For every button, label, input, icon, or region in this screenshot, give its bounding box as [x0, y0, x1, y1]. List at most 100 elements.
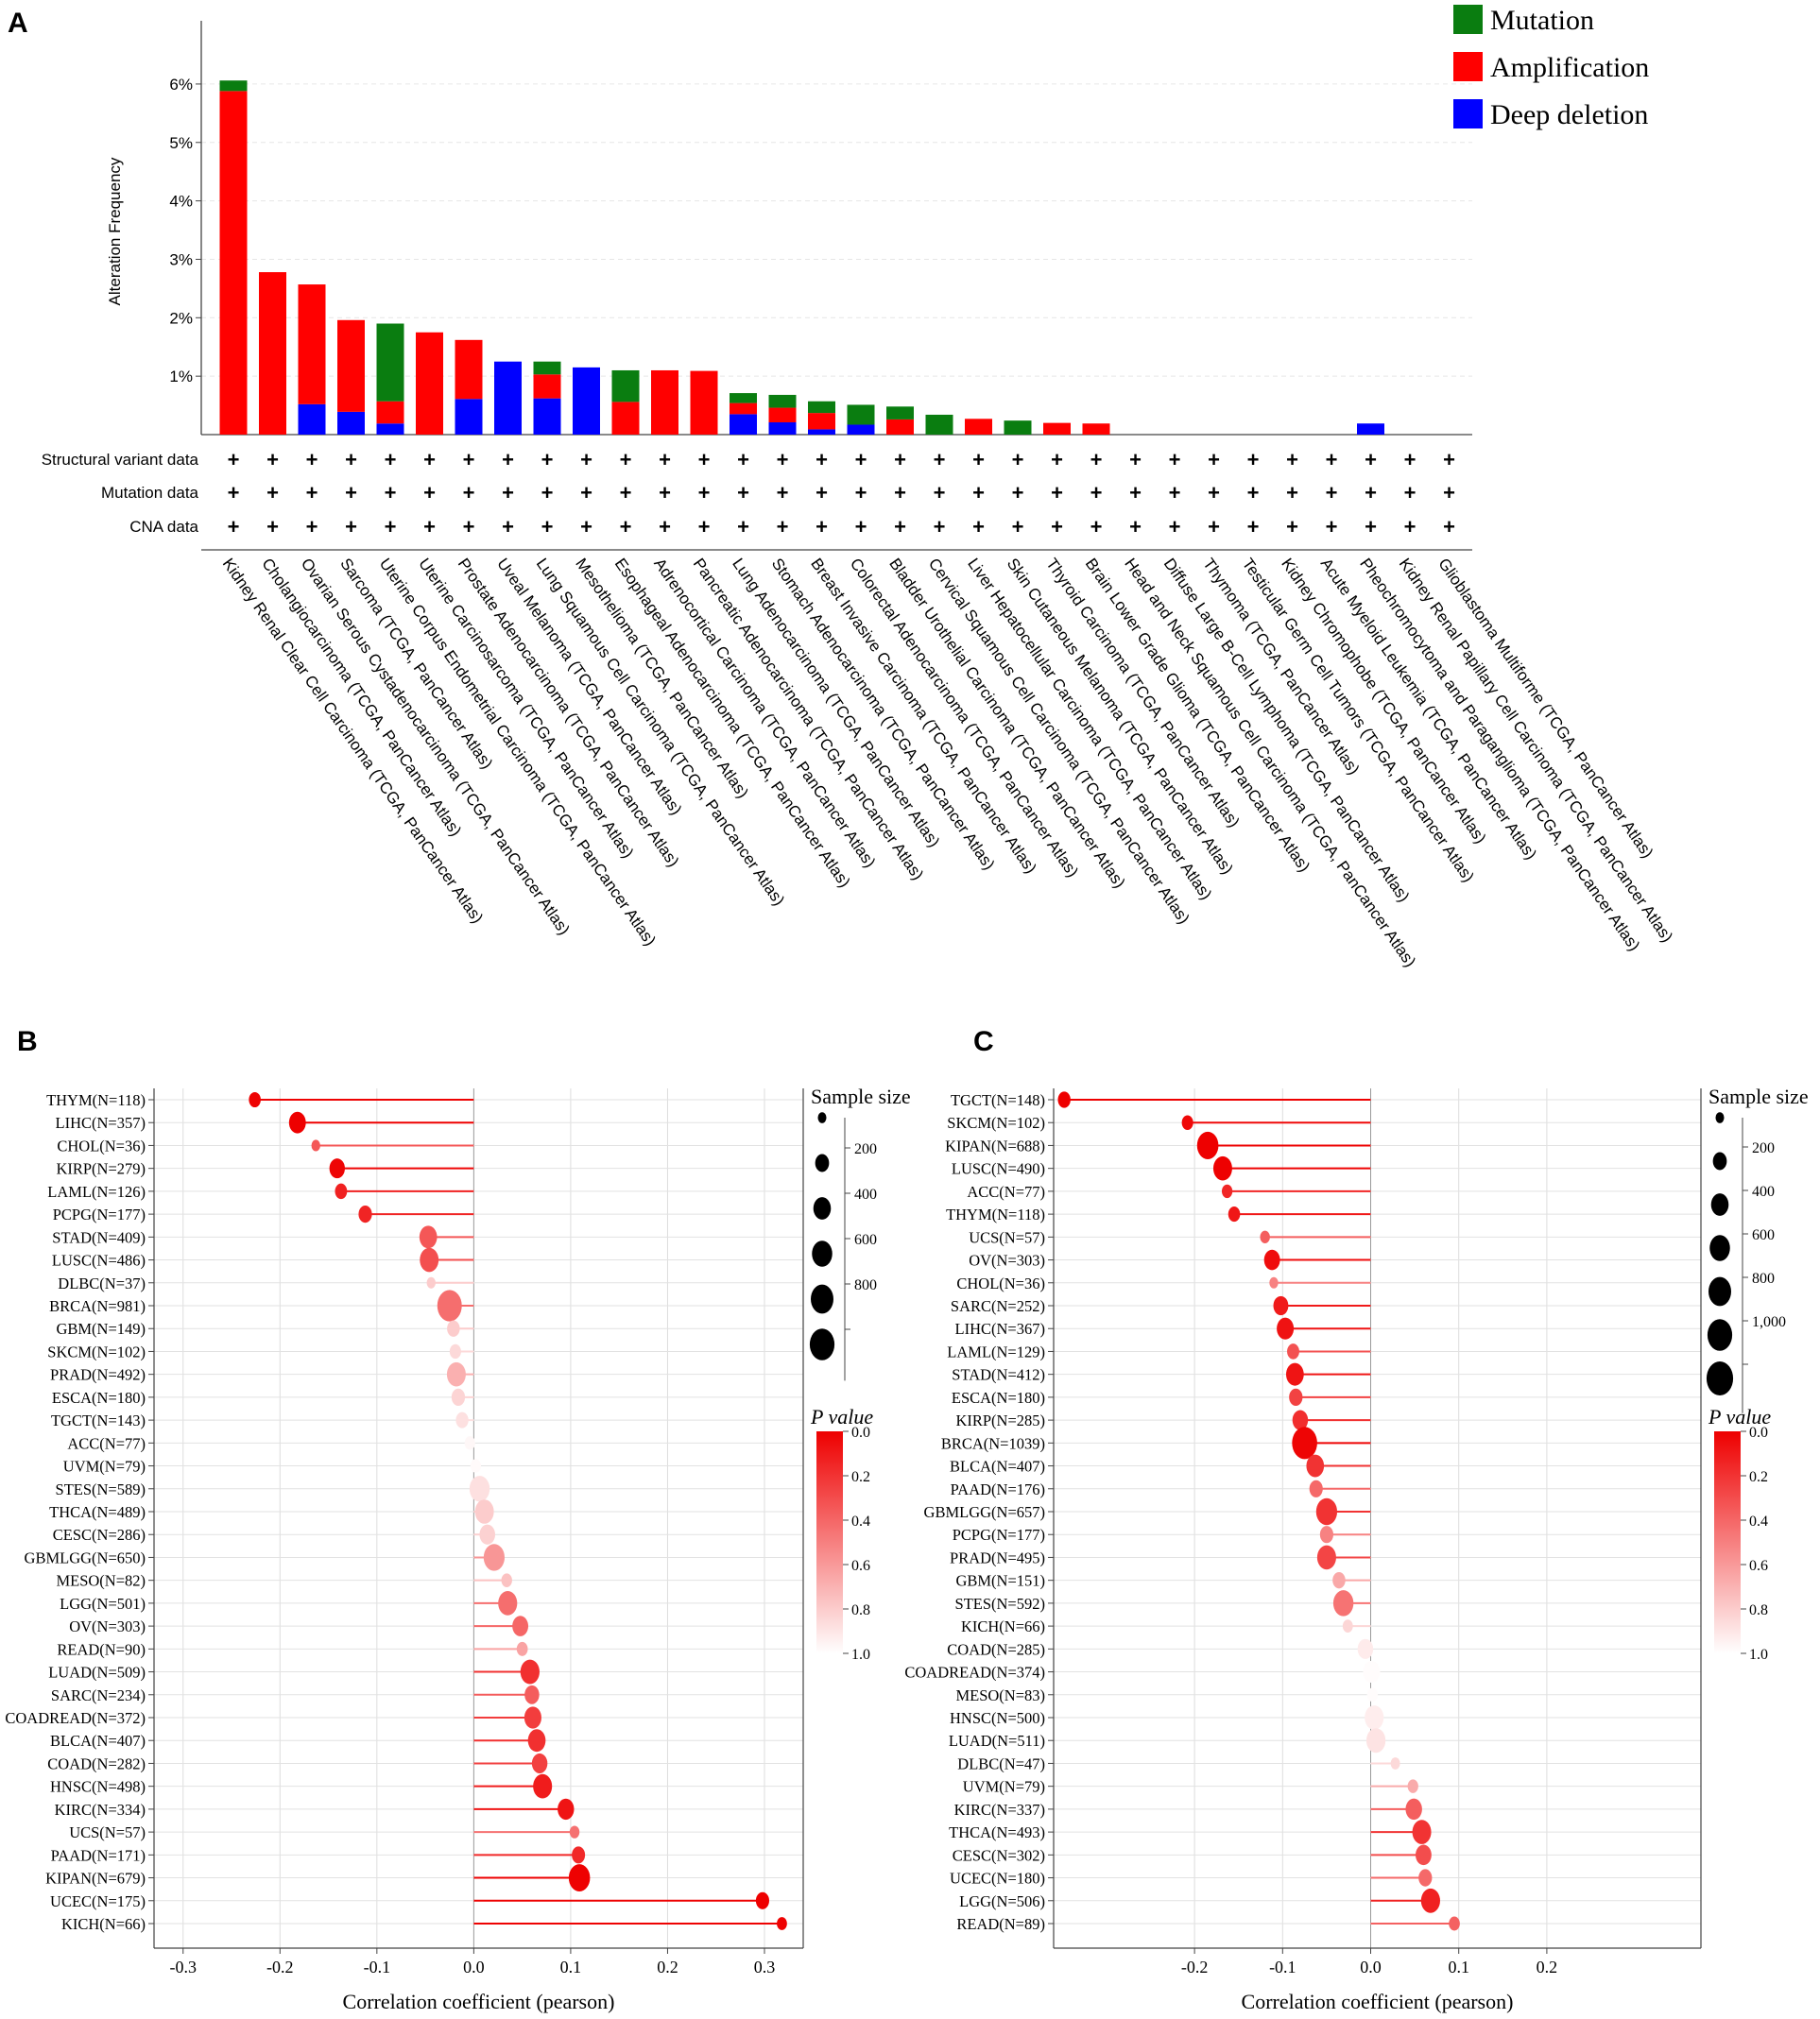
lollipop-point: [531, 1753, 548, 1773]
cancer-label-kirc: KIRC(N=337): [954, 1801, 1045, 1819]
cancer-label-kirp: KIRP(N=285): [955, 1412, 1045, 1429]
x-tick-label: -0.1: [364, 1958, 391, 1976]
row-marker-plus: +: [1012, 515, 1024, 539]
lollipop-point: [1332, 1590, 1354, 1617]
panel-a-y-axis-label: Alteration Frequency: [106, 157, 124, 305]
lollipop-point: [1181, 1115, 1193, 1130]
cancer-label-gbmlgg: GBMLGG(N=650): [25, 1548, 146, 1566]
x-tick-label: -0.3: [170, 1958, 197, 1976]
lollipop-point: [1342, 1619, 1353, 1634]
panel-b-label: B: [17, 1026, 38, 1057]
cancer-label-dlbc: DLBC(N=37): [58, 1275, 146, 1292]
size-legend-label: 200: [1752, 1140, 1775, 1156]
row-marker-plus: +: [228, 448, 240, 471]
mutation-bar: [768, 394, 797, 408]
y-tick-label: 5%: [169, 134, 193, 152]
cancer-label-thym: THYM(N=118): [46, 1091, 146, 1109]
lollipop-point: [447, 1320, 460, 1337]
size-legend-dot: [1710, 1193, 1729, 1216]
cancer-label-ucec: UCEC(N=180): [950, 1870, 1045, 1888]
row-marker-plus: +: [1090, 448, 1103, 471]
panel-c-label: C: [973, 1026, 994, 1057]
size-legend-dot: [1706, 1360, 1734, 1396]
row-marker-plus: +: [345, 515, 357, 539]
row-marker-plus: +: [1326, 515, 1338, 539]
row-marker-plus: +: [1051, 515, 1063, 539]
row-label: CNA data: [129, 518, 198, 536]
size-legend-dot: [1707, 1319, 1733, 1351]
p-legend-label: 0.2: [851, 1469, 870, 1485]
row-marker-plus: +: [1208, 448, 1220, 471]
size-legend-label: 600: [1752, 1227, 1775, 1243]
lollipop-point: [524, 1685, 540, 1704]
row-marker-plus: +: [816, 448, 828, 471]
y-tick-label: 1%: [169, 368, 193, 385]
mutation-bar: [611, 369, 640, 402]
row-marker-plus: +: [620, 515, 632, 539]
row-marker-plus: +: [306, 448, 318, 471]
cancer-label-coadread: COADREAD(N=372): [5, 1709, 146, 1727]
mutation-bar: [1004, 420, 1032, 435]
row-marker-plus: +: [1090, 481, 1103, 505]
row-marker-plus: +: [1365, 448, 1377, 471]
row-marker-plus: +: [737, 448, 749, 471]
size-legend-label: 800: [854, 1277, 877, 1293]
cancer-label-ucec: UCEC(N=175): [50, 1892, 146, 1910]
cancer-label-ov: OV(N=303): [69, 1617, 146, 1635]
row-marker-plus: +: [463, 481, 475, 505]
category-label-kidney-renal-clear-cell-carcinoma: Kidney Renal Clear Cell Carcinoma (TCGA,…: [219, 555, 487, 926]
size-legend-dot: [817, 1112, 827, 1123]
panel-a-label: A: [8, 8, 28, 39]
cancer-label-lusc: LUSC(N=486): [52, 1252, 146, 1270]
row-marker-plus: +: [1247, 448, 1260, 471]
lollipop-point: [558, 1798, 575, 1821]
row-marker-plus: +: [385, 481, 397, 505]
cancer-label-read: READ(N=90): [57, 1640, 146, 1658]
cancer-label-chol: CHOL(N=36): [956, 1275, 1045, 1292]
row-marker-plus: +: [228, 481, 240, 505]
legend-mutation-swatch: [1453, 5, 1483, 34]
row-marker-plus: +: [1129, 448, 1142, 471]
row-marker-plus: +: [855, 481, 867, 505]
amplification-bar: [730, 402, 757, 415]
cancer-label-stes: STES(N=589): [56, 1480, 146, 1498]
size-legend-label: 400: [854, 1187, 877, 1203]
cancer-label-skcm: SKCM(N=102): [947, 1114, 1045, 1132]
lollipop-point: [1357, 1638, 1374, 1659]
size-legend-dot: [809, 1328, 835, 1360]
y-tick-label: 2%: [169, 309, 193, 327]
row-label: Mutation data: [101, 484, 199, 502]
cancer-label-read: READ(N=89): [956, 1915, 1045, 1933]
lollipop-point: [311, 1139, 320, 1152]
lollipop-point: [1273, 1295, 1289, 1316]
row-marker-plus: +: [1404, 481, 1417, 505]
lollipop-point: [446, 1361, 466, 1387]
lollipop-point: [1420, 1888, 1440, 1913]
lollipop-point: [1412, 1820, 1432, 1844]
lollipop-point: [1309, 1480, 1323, 1497]
row-marker-plus: +: [423, 481, 436, 505]
amplification-bar: [337, 319, 365, 412]
lollipop-point: [1449, 1916, 1460, 1931]
legend-amplification-label: Amplification: [1490, 52, 1649, 83]
row-marker-plus: +: [580, 515, 592, 539]
amplification-bar: [768, 407, 797, 423]
cancer-label-kipan: KIPAN(N=688): [945, 1137, 1045, 1155]
lollipop-point: [1292, 1427, 1317, 1460]
row-marker-plus: +: [659, 515, 671, 539]
row-marker-plus: +: [777, 515, 789, 539]
cancer-label-laml: LAML(N=126): [47, 1183, 146, 1201]
cancer-label-coad: COAD(N=282): [47, 1754, 146, 1772]
lollipop-point: [755, 1891, 769, 1909]
lollipop-point: [329, 1158, 345, 1179]
x-axis-title: Correlation coefficient (pearson): [343, 1990, 615, 2013]
lollipop-point: [1221, 1184, 1233, 1199]
size-legend-label: 1,000: [1752, 1314, 1786, 1330]
lollipop-point: [1405, 1798, 1422, 1821]
cancer-label-tgct: TGCT(N=143): [51, 1412, 146, 1429]
row-marker-plus: +: [1326, 448, 1338, 471]
p-legend-label: 0.4: [1749, 1514, 1768, 1530]
lollipop-point: [335, 1183, 348, 1200]
cancer-label-kipan: KIPAN(N=679): [45, 1870, 146, 1888]
lollipop-point: [1418, 1869, 1433, 1887]
